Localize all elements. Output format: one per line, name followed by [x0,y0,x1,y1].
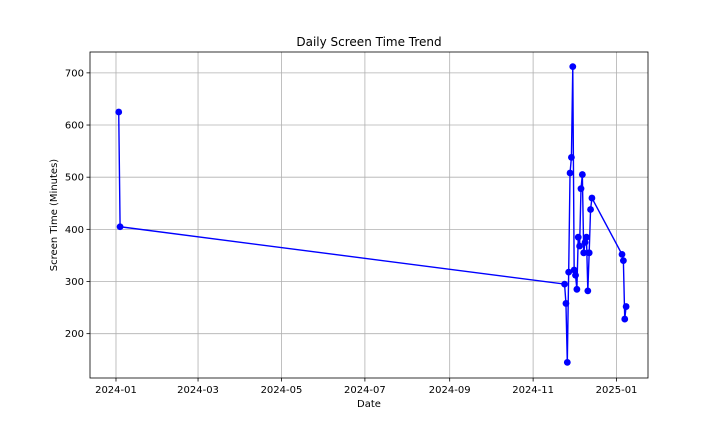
x-tick-label: 2024-03 [177,385,219,396]
data-point [619,257,627,265]
x-tick-label: 2024-07 [344,385,386,396]
data-point [573,285,581,293]
data-point [585,249,593,257]
data-point [576,242,584,250]
y-axis-label: Screen Time (Minutes) [49,159,60,271]
y-tick-label: 500 [65,173,84,184]
data-point [115,108,123,116]
y-tick-label: 200 [65,329,84,340]
y-tick-label: 600 [65,121,84,132]
data-point [588,194,596,202]
data-point [584,287,592,295]
data-point [568,153,575,161]
data-point [565,268,573,276]
data-point [562,300,570,307]
data-point [587,206,594,213]
series-layer [115,63,630,366]
plot-frame [89,51,649,379]
chart-title: Daily Screen Time Trend [296,35,441,49]
data-point [618,250,626,258]
data-point [583,233,590,241]
data-point [566,169,574,177]
data-point [580,249,588,257]
y-tick-label: 700 [65,68,84,79]
x-tick-label: 2024-09 [429,385,471,396]
data-point [563,358,571,366]
x-tick-label: 2024-11 [512,385,554,396]
x-tick-label: 2024-01 [95,385,137,396]
data-point [561,280,568,288]
data-point [578,171,586,178]
x-axis-ticks: 2024-01 2024-03 2024-05 2024-07 2024-09 2024-… [95,378,637,396]
series-line [118,66,627,363]
x-tick-label: 2025-01 [596,385,638,396]
x-axis-label: Date [357,399,381,410]
data-point [622,303,630,310]
data-point [574,233,582,241]
data-point [570,266,578,274]
y-axis-ticks: 200 300 400 500 600 700 [65,68,90,340]
y-tick-label: 400 [65,225,84,236]
data-point [572,271,579,279]
data-point [621,315,629,323]
grid-layer [90,52,648,378]
data-point [569,63,577,71]
y-tick-label: 300 [65,277,84,288]
data-point [577,185,585,193]
data-point [116,223,124,231]
data-point [581,238,589,246]
x-tick-label: 2024-05 [261,385,303,396]
